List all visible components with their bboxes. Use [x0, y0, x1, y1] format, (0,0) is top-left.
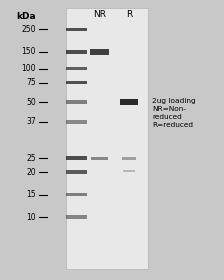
Text: 75: 75 [26, 78, 36, 87]
Text: 37: 37 [26, 117, 36, 126]
FancyBboxPatch shape [66, 120, 87, 124]
Text: 150: 150 [21, 47, 36, 56]
FancyBboxPatch shape [123, 170, 135, 172]
FancyBboxPatch shape [66, 81, 87, 85]
Text: 25: 25 [26, 154, 36, 163]
FancyBboxPatch shape [66, 67, 87, 70]
Text: kDa: kDa [16, 12, 36, 21]
FancyBboxPatch shape [120, 99, 138, 105]
Text: 2ug loading
NR=Non-
reduced
R=reduced: 2ug loading NR=Non- reduced R=reduced [152, 98, 196, 129]
Text: 50: 50 [26, 98, 36, 107]
Text: 15: 15 [26, 190, 36, 199]
Text: 250: 250 [21, 25, 36, 34]
FancyBboxPatch shape [66, 27, 87, 31]
FancyBboxPatch shape [91, 157, 108, 160]
Text: NR: NR [93, 10, 106, 19]
FancyBboxPatch shape [66, 50, 87, 54]
FancyBboxPatch shape [66, 8, 148, 269]
FancyBboxPatch shape [66, 170, 87, 174]
FancyBboxPatch shape [66, 156, 87, 160]
FancyBboxPatch shape [66, 100, 87, 104]
FancyBboxPatch shape [90, 49, 109, 55]
FancyBboxPatch shape [66, 193, 87, 197]
FancyBboxPatch shape [66, 215, 87, 219]
Text: R: R [126, 10, 132, 19]
Text: 20: 20 [26, 168, 36, 177]
Text: 100: 100 [21, 64, 36, 73]
FancyBboxPatch shape [121, 157, 136, 160]
Text: 10: 10 [26, 213, 36, 221]
